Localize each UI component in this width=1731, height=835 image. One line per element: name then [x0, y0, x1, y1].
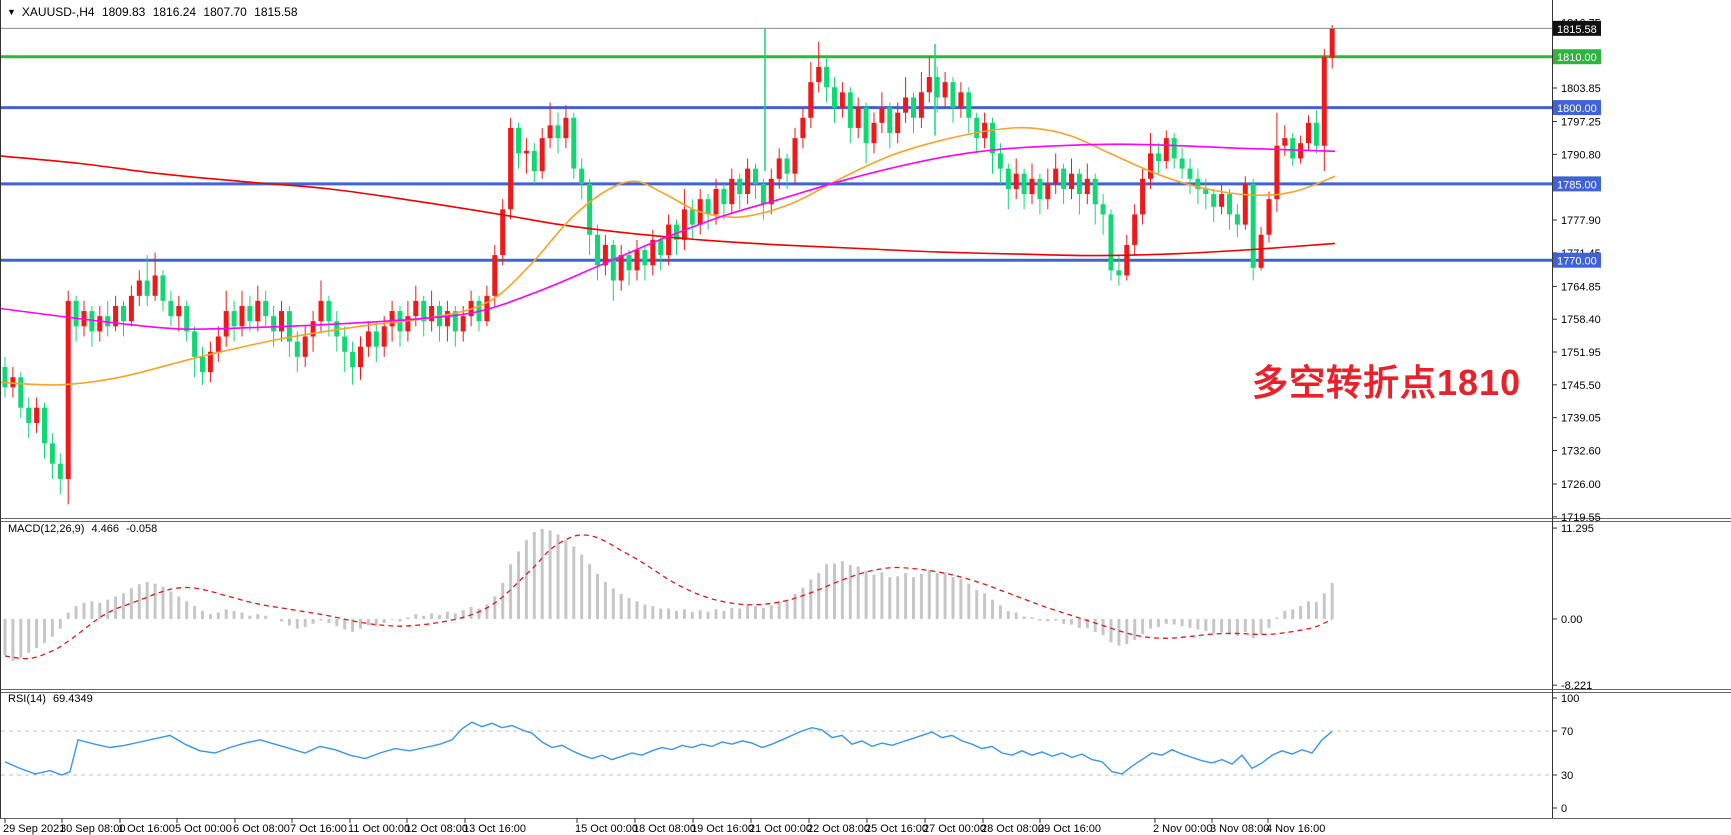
price-axis-label: 1751.95	[1561, 347, 1601, 359]
price-axis-label: 1764.85	[1561, 281, 1601, 293]
price-label-text: 1785.00	[1557, 179, 1597, 191]
rsi-value: 69.4349	[52, 693, 93, 705]
price-label-text: 1810.00	[1557, 52, 1597, 64]
price-axis-label: 1726.00	[1561, 479, 1601, 491]
macd-indicator-label: MACD(12,26,9) 4.466 -0.058	[8, 523, 161, 535]
macd-name: MACD(12,26,9)	[8, 523, 85, 535]
price-axis-label: 1745.50	[1561, 380, 1601, 392]
time-axis-label: 28 Oct 08:00	[981, 823, 1044, 835]
price-axis-label: 1732.60	[1561, 445, 1601, 457]
price-label-box-1815.58	[1553, 20, 1601, 36]
moving-averages-layer	[0, 126, 1336, 386]
level-lines-layer	[1, 55, 1552, 262]
time-axis-label: 7 Oct 16:00	[290, 823, 347, 835]
rsi-axis-label: 0	[1561, 803, 1567, 815]
price-label-text: 1770.00	[1557, 256, 1597, 268]
vertical-marks-layer	[764, 28, 936, 172]
price-axis-label: 1797.25	[1561, 117, 1601, 129]
time-axis-label: 25 Oct 16:00	[865, 823, 928, 835]
macd-axis-label: 11.295	[1561, 523, 1594, 535]
price-label-text: 1815.58	[1557, 24, 1597, 36]
rsi-indicator-label: RSI(14) 69.4349	[8, 693, 97, 705]
macd-axis-label: 0.00	[1561, 614, 1582, 626]
time-axis-label: 3 Nov 08:00	[1210, 823, 1269, 835]
macd-signal-value: -0.058	[126, 523, 158, 535]
rsi-line	[4, 721, 1333, 776]
time-axis-label: 2 Nov 00:00	[1153, 823, 1212, 835]
ma-magenta-line	[0, 143, 1336, 330]
time-axis-label: 21 Oct 00:00	[749, 823, 812, 835]
bar-low: 1807.70	[203, 5, 247, 19]
time-axis-label: 13 Oct 16:00	[463, 823, 526, 835]
macd-signal-line	[4, 534, 1333, 660]
time-axis-label: 1 Oct 16:00	[118, 823, 175, 835]
time-axis-label: 19 Oct 16:00	[691, 823, 754, 835]
ma-red-line	[0, 155, 1336, 257]
price-axis-label: 1790.80	[1561, 149, 1601, 161]
price-axis-label: 1719.55	[1561, 512, 1601, 524]
symbol-timeframe: XAUUSD-,H4	[21, 5, 95, 19]
rsi-layer	[1, 721, 1552, 776]
annotation-text[interactable]: 多空转折点1810	[1252, 362, 1522, 403]
time-axis-label: 5 Oct 00:00	[175, 823, 232, 835]
time-axis-label: 4 Nov 16:00	[1266, 823, 1325, 835]
price-label-box-1800.00	[1553, 100, 1601, 116]
rsi-axis-label: 30	[1561, 770, 1573, 782]
symbol-info: ▼ XAUUSD-,H4 1809.83 1816.24 1807.70 1815…	[7, 5, 302, 19]
price-axis-label: 1739.05	[1561, 413, 1601, 425]
price-axis: 1816.751810.301803.851797.251790.801784.…	[1552, 17, 1601, 815]
price-level-labels: 1815.58 1810.00 1800.00 1785.00 1770.00	[1553, 20, 1601, 268]
macd-layer	[3, 528, 1334, 661]
time-axis-label: 18 Oct 08:00	[633, 823, 696, 835]
ma-orange-line	[0, 126, 1336, 386]
macd-axis-label: -8.221	[1561, 680, 1592, 692]
dropdown-arrow-icon[interactable]: ▼	[7, 7, 16, 17]
candles-layer	[2, 24, 1335, 505]
time-axis-label: 12 Oct 08:00	[405, 823, 468, 835]
rsi-name: RSI(14)	[8, 693, 46, 705]
macd-main-value: 4.466	[91, 523, 120, 535]
price-axis-label: 1803.85	[1561, 83, 1601, 95]
rsi-axis-label: 70	[1561, 726, 1573, 738]
time-axis-label: 6 Oct 08:00	[233, 823, 290, 835]
price-axis-label: 1758.40	[1561, 314, 1601, 326]
time-axis-label: 11 Oct 00:00	[348, 823, 410, 835]
bar-high: 1816.24	[152, 5, 197, 19]
time-axis-label: 27 Oct 00:00	[923, 823, 986, 835]
price-label-box-1810.00	[1553, 49, 1601, 65]
price-axis-label: 1777.90	[1561, 215, 1601, 227]
time-axis-label: 29 Sep 2021	[3, 823, 65, 835]
price-label-box-1770.00	[1553, 252, 1601, 268]
price-label-text: 1800.00	[1557, 103, 1597, 115]
time-axis-label: 22 Oct 08:00	[807, 823, 870, 835]
bar-close: 1815.58	[254, 5, 298, 19]
rsi-axis-label: 100	[1561, 693, 1579, 705]
time-axis-label: 30 Sep 08:00	[60, 823, 125, 835]
price-label-box-1785.00	[1553, 176, 1601, 192]
time-axis-label: 15 Oct 00:00	[575, 823, 638, 835]
bar-open: 1809.83	[101, 5, 146, 19]
time-axis-label: 29 Oct 16:00	[1038, 823, 1101, 835]
